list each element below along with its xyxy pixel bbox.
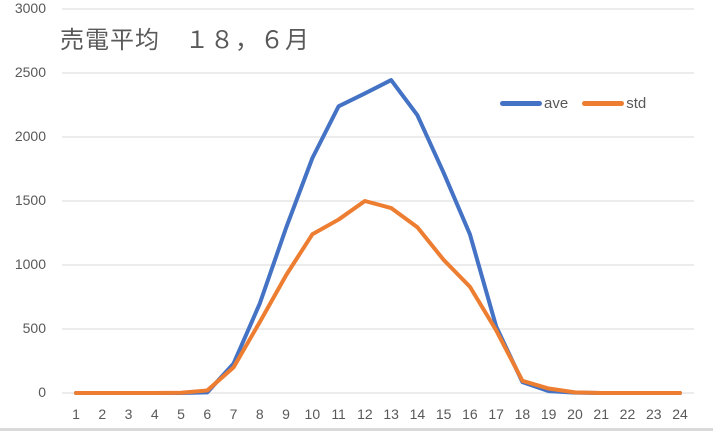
y-tick-label: 2000 [14,128,46,144]
x-tick-label: 1 [72,406,80,422]
legend-swatch-ave [500,101,542,106]
x-tick-label: 13 [383,406,399,422]
x-tick-label: 5 [177,406,185,422]
x-tick-label: 14 [409,406,426,422]
x-tick-label: 4 [150,406,159,422]
x-tick-label: 24 [672,406,688,422]
x-tick-label: 19 [540,406,557,422]
y-tick-label: 3000 [14,0,46,16]
y-tick-label: 2500 [14,64,46,80]
x-tick-label: 23 [645,406,662,422]
x-tick-label: 3 [124,406,133,422]
legend-item-ave: ave [500,95,568,112]
x-tick-label: 11 [331,406,346,422]
x-tick-label: 10 [304,406,321,422]
series-line-std [74,199,682,395]
x-tick-label: 22 [619,406,636,422]
legend-label-std: std [626,95,647,112]
x-tick-label: 9 [282,406,290,422]
legend: ave std [500,95,660,112]
x-tick-label: 18 [514,406,531,422]
x-tick-label: 21 [593,406,609,422]
x-tick-label: 20 [567,406,583,422]
y-tick-label: 0 [38,384,46,400]
x-tick-label: 16 [462,406,478,422]
x-tick-label: 17 [488,406,504,422]
legend-label-ave: ave [544,95,569,112]
chart-title: 売電平均 １８，６月 [60,26,310,54]
x-tick-label: 12 [357,406,373,422]
x-tick-label: 6 [203,406,212,422]
x-tick-label: 7 [229,406,238,422]
y-tick-label: 1000 [14,256,46,272]
legend-swatch-std [582,101,625,106]
x-tick-label: 8 [255,406,264,422]
x-tick-label: 2 [98,406,107,422]
x-tick-label: 15 [435,406,452,422]
y-tick-label: 500 [22,320,46,336]
y-tick-label: 1500 [14,192,46,208]
series-line-ave [74,78,682,395]
legend-item-std: std [582,95,646,112]
chart-bottom-border [0,428,713,431]
